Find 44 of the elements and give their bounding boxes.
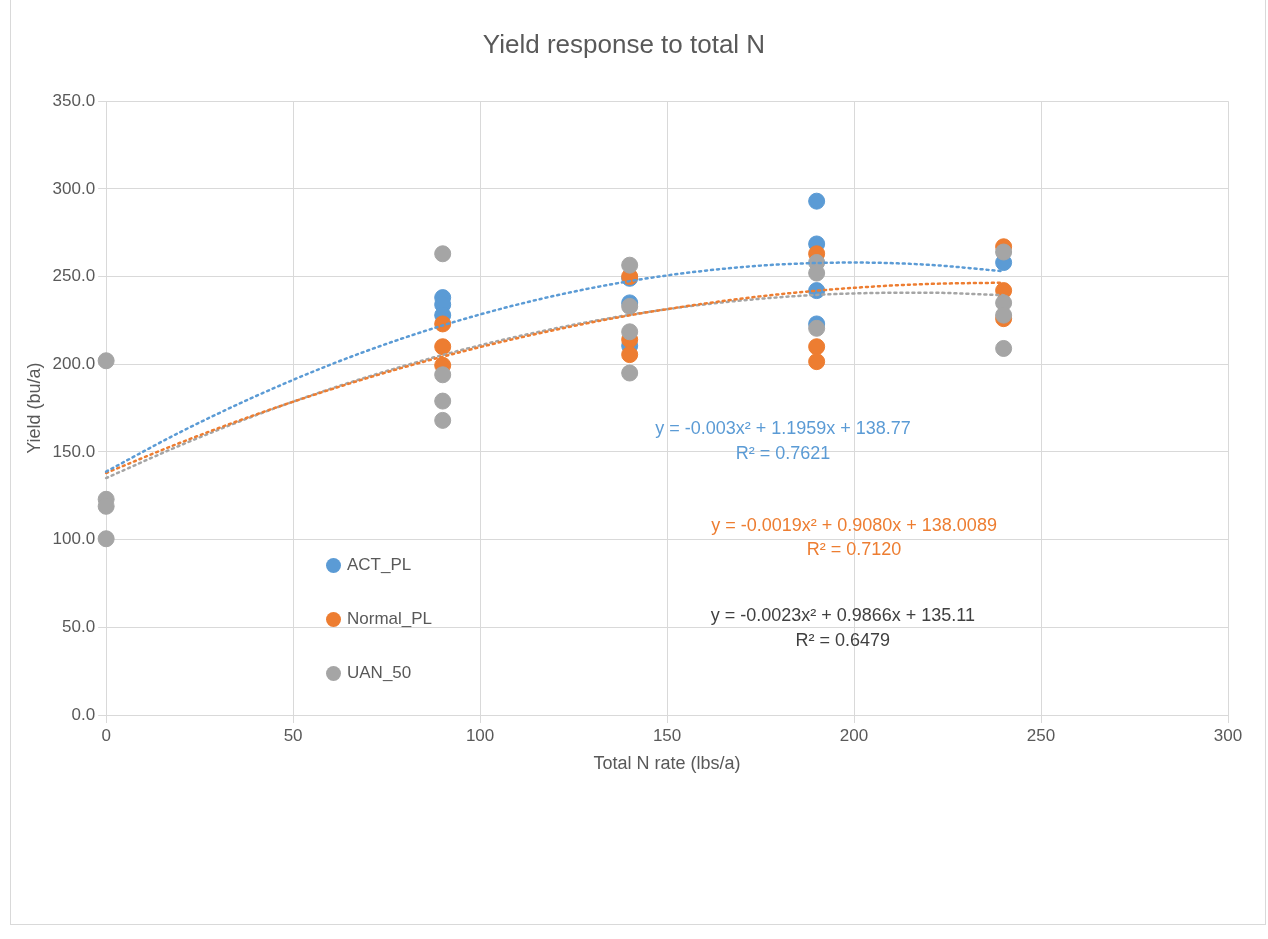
legend-label: Normal_PL	[347, 609, 433, 629]
point	[621, 364, 639, 382]
point	[434, 411, 452, 429]
y-tick-label: 100.0	[52, 529, 96, 549]
y-tick-label: 150.0	[52, 441, 96, 461]
point	[995, 243, 1013, 261]
x-tick-label: 150	[652, 725, 682, 745]
annotation: R² = 0.7621	[735, 443, 831, 464]
point	[621, 346, 639, 364]
point	[808, 319, 826, 337]
point	[621, 256, 639, 274]
y-tick-label: 50.0	[62, 617, 96, 636]
y-tick-label: 0.0	[71, 704, 96, 724]
y-tick-label: 300.0	[52, 178, 96, 198]
y-tick-label: 350.0	[52, 90, 96, 110]
chart-title: Yield response to total N	[482, 28, 766, 59]
x-tick-label: 200	[839, 725, 869, 745]
point	[434, 245, 452, 263]
annotation: y = -0.003x² + 1.1959x + 138.77	[655, 418, 911, 439]
x-tick-label: 250	[1026, 725, 1056, 745]
x-tick-label: 0	[101, 725, 111, 745]
point	[434, 338, 452, 356]
y-tick-label: 250.0	[52, 266, 96, 286]
annotation: R² = 0.6479	[795, 629, 891, 650]
point	[808, 338, 826, 356]
annotation: R² = 0.7120	[806, 539, 902, 560]
point	[97, 530, 115, 548]
point	[97, 352, 115, 370]
point	[808, 353, 826, 371]
y-tick-label: 200.0	[52, 353, 96, 373]
annotation: y = -0.0023x² + 0.9866x + 135.11	[710, 604, 976, 625]
annotation: y = -0.0019x² + 0.9080x + 138.0089	[711, 514, 997, 535]
x-axis-title: Total N rate (lbs/a)	[593, 753, 741, 774]
y-axis-title: Yield (bu/a)	[23, 362, 44, 454]
point	[434, 366, 452, 384]
x-tick-label: 100	[465, 725, 495, 745]
x-tick-label: 300	[1213, 725, 1243, 745]
x-tick-label: 50	[283, 725, 303, 745]
point	[995, 339, 1013, 357]
point	[621, 323, 639, 341]
legend-label: ACT_PL	[347, 555, 412, 575]
point	[434, 392, 452, 410]
point	[808, 192, 826, 210]
legend-label: UAN_50	[347, 663, 412, 683]
